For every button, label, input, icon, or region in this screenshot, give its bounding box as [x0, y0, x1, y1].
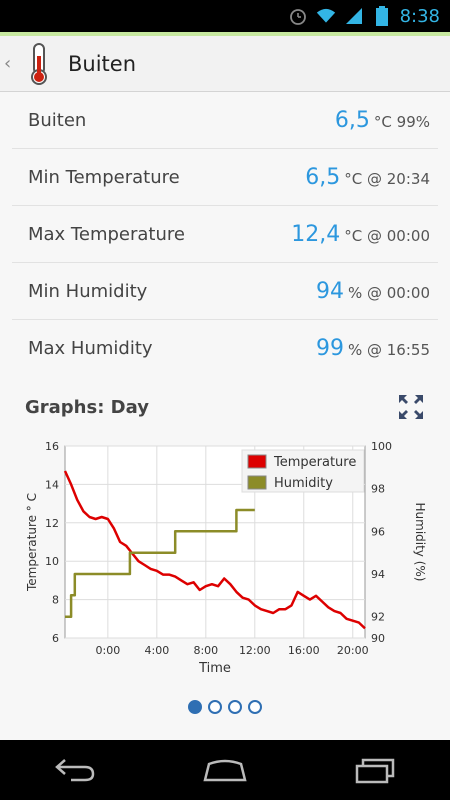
y2-tick-label: 100 [371, 440, 392, 453]
row-unit: % @ 16:55 [347, 341, 430, 359]
sensor-row-max-humidity: Max Humidity 99% @ 16:55 [12, 320, 438, 377]
row-label: Buiten [28, 109, 87, 131]
home-icon[interactable] [200, 752, 250, 788]
battery-icon [372, 6, 392, 26]
page-dot[interactable] [248, 700, 262, 714]
row-value: 94 [315, 278, 344, 304]
thermometer-icon[interactable] [24, 42, 54, 86]
row-value: 12,4 [291, 221, 341, 247]
expand-icon[interactable] [397, 393, 425, 421]
row-unit: % @ 00:00 [347, 283, 430, 302]
row-value: 6,5 [305, 164, 341, 190]
sensor-row-outside: Buiten 6,5 °C 99% [12, 92, 438, 149]
series-line-humidity [65, 508, 255, 618]
x-tick-label: 12:00 [239, 644, 271, 657]
x-axis-label: Time [198, 661, 231, 676]
y-tick-label: 10 [45, 555, 59, 568]
page-dot[interactable] [208, 700, 222, 714]
x-tick-label: 0:00 [96, 644, 121, 657]
y-tick-label: 6 [52, 632, 59, 645]
x-tick-label: 16:00 [288, 644, 320, 657]
sensor-row-min-temperature: Min Temperature 6,5 °C @ 20:34 [12, 149, 438, 206]
x-tick-label: 8:00 [193, 644, 218, 657]
page-dot[interactable] [188, 700, 202, 714]
content: Buiten 6,5 °C 99% Min Temperature 6,5 °C @… [0, 92, 450, 740]
legend-swatch [247, 475, 267, 490]
y2-tick-label: 90 [371, 632, 385, 645]
row-label: Min Humidity [28, 280, 148, 302]
up-chevron-icon[interactable]: ‹ [4, 53, 12, 74]
y2-tick-label: 92 [371, 611, 385, 624]
row-label: Max Temperature [28, 223, 185, 245]
series-line-temperature [63, 470, 366, 630]
legend-label: Temperature [273, 455, 356, 470]
alarm-icon [288, 6, 308, 26]
y2-tick-label: 96 [371, 525, 385, 538]
y2-tick-label: 94 [371, 568, 385, 581]
y-axis-label: Temperature ° C [25, 493, 39, 592]
row-label: Max Humidity [28, 338, 153, 359]
legend-label: Humidity [274, 476, 333, 491]
legend-swatch [247, 454, 267, 469]
y-tick-label: 8 [52, 594, 59, 607]
row-value: 99 [315, 336, 344, 361]
page-title: Buiten [68, 51, 137, 76]
day-chart[interactable]: 6 8 10 12 14 16 0:00 4:00 8:00 12:00 16:00 20:00 92 9… [20, 434, 430, 684]
graphs-title: Graphs: Day [25, 396, 149, 418]
page-indicator [0, 700, 450, 714]
row-unit: °C 99% [373, 112, 430, 131]
sensor-row-max-temperature: Max Temperature 12,4 °C @ 00:00 [12, 206, 438, 263]
row-value: 6,5 [334, 107, 370, 133]
y-tick-label: 12 [45, 517, 59, 530]
wifi-icon [316, 6, 336, 26]
y-tick-label: 16 [45, 440, 59, 453]
row-unit: °C @ 00:00 [344, 226, 430, 245]
signal-icon [344, 6, 364, 26]
status-time: 8:38 [399, 5, 440, 27]
x-tick-label: 20:00 [337, 644, 369, 657]
chart-svg: 6 8 10 12 14 16 0:00 4:00 8:00 12:00 16:00 20:00 92 9… [25, 440, 427, 676]
page-dot[interactable] [228, 700, 242, 714]
row-label: Min Temperature [28, 166, 180, 188]
action-bar: ‹ Buiten [0, 32, 450, 92]
navigation-bar [0, 740, 450, 800]
graph-header: Graphs: Day [25, 392, 425, 422]
recent-apps-icon[interactable] [350, 752, 400, 788]
status-bar: 8:38 [0, 0, 450, 32]
y-tick-label: 14 [45, 478, 59, 491]
y2-tick-label: 98 [371, 483, 385, 496]
back-icon[interactable] [50, 752, 100, 788]
row-unit: °C @ 20:34 [344, 169, 430, 188]
sensor-row-min-humidity: Min Humidity 94% @ 00:00 [12, 263, 438, 320]
x-tick-label: 4:00 [144, 644, 169, 657]
y2-axis-label: Humidity (%) [413, 503, 427, 582]
